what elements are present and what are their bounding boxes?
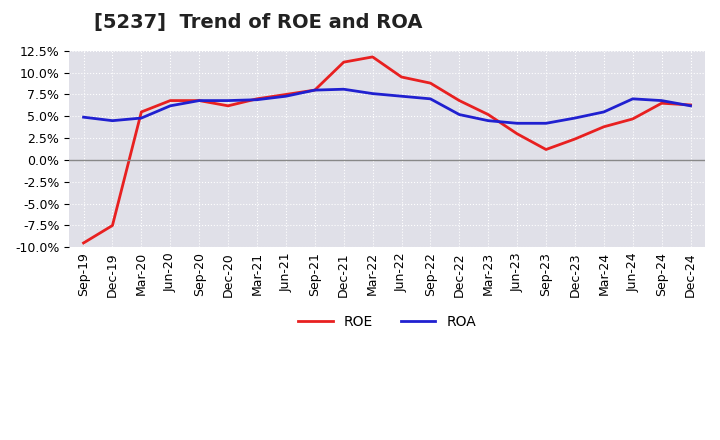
ROA	[426, 96, 435, 102]
ROE	[339, 59, 348, 65]
ROA	[629, 96, 637, 102]
ROE	[686, 103, 695, 108]
ROE	[629, 116, 637, 121]
ROE	[253, 96, 261, 102]
ROE	[541, 147, 550, 152]
ROE	[484, 112, 492, 117]
ROA	[513, 121, 521, 126]
ROA	[686, 103, 695, 109]
ROE	[224, 103, 233, 109]
ROA	[166, 103, 174, 109]
ROA	[368, 91, 377, 96]
ROA	[657, 98, 666, 103]
ROA	[108, 118, 117, 123]
Line: ROA: ROA	[84, 89, 690, 123]
ROA	[79, 114, 88, 120]
ROA	[137, 115, 145, 121]
ROE	[513, 131, 521, 136]
ROE	[397, 74, 406, 80]
ROA	[600, 109, 608, 114]
ROA	[455, 112, 464, 117]
Legend: ROE, ROA: ROE, ROA	[292, 310, 482, 335]
ROA	[484, 118, 492, 123]
ROA	[253, 97, 261, 103]
ROE	[137, 109, 145, 114]
Text: [5237]  Trend of ROE and ROA: [5237] Trend of ROE and ROA	[94, 13, 422, 32]
ROE	[79, 240, 88, 246]
ROE	[426, 81, 435, 86]
ROA	[224, 98, 233, 103]
ROE	[195, 98, 204, 103]
ROA	[339, 87, 348, 92]
Line: ROE: ROE	[84, 57, 690, 243]
ROA	[571, 115, 580, 121]
ROA	[195, 98, 204, 103]
ROA	[282, 94, 290, 99]
ROA	[397, 94, 406, 99]
ROA	[541, 121, 550, 126]
ROA	[310, 88, 319, 93]
ROE	[657, 101, 666, 106]
ROE	[368, 54, 377, 59]
ROE	[108, 223, 117, 228]
ROE	[166, 98, 174, 103]
ROE	[310, 88, 319, 93]
ROE	[600, 124, 608, 129]
ROE	[282, 92, 290, 97]
ROE	[455, 98, 464, 103]
ROE	[571, 136, 580, 142]
